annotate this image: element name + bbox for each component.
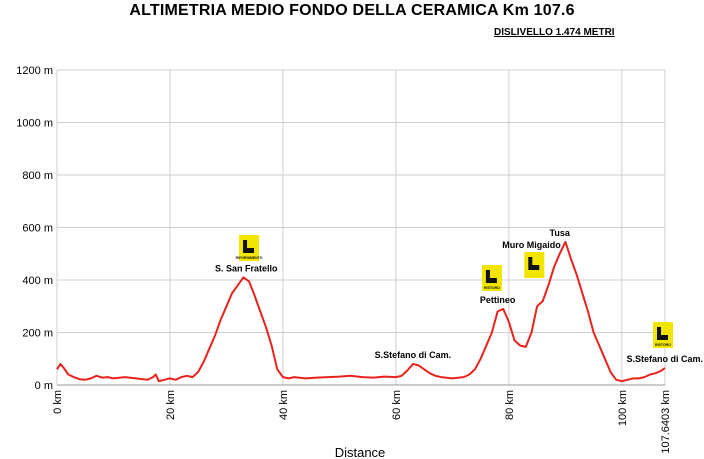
line-layer xyxy=(56,240,666,383)
x-tick-label: 60 km xyxy=(391,390,403,420)
y-tick-label: 1000 m xyxy=(16,118,53,130)
icon-glyph xyxy=(243,240,255,253)
icon-caption: RIFORNIMENTO xyxy=(236,256,263,260)
x-tick-label: 100 km xyxy=(617,390,629,426)
y-tick-label: 200 m xyxy=(22,328,53,340)
annotation-label: S.Stefano di Cam. xyxy=(626,354,703,364)
y-tick-label: 800 m xyxy=(22,170,53,182)
axes-layer: 0 m 200 m 400 m 600 m 800 m 1000 m 1200 m 0 km 2… xyxy=(16,65,672,454)
y-tick-label: 600 m xyxy=(22,223,53,235)
page-subtitle: DISLIVELLO 1.474 METRI xyxy=(494,27,615,38)
elevation-line xyxy=(56,240,666,383)
annotation-label: S. San Fratello xyxy=(215,263,278,273)
annotation-label: Pettineo xyxy=(480,295,516,305)
grid-layer xyxy=(56,69,666,386)
ristoro-icon: RISTORO xyxy=(653,322,673,348)
annotation-label: Muro Migaido xyxy=(502,240,561,250)
icons-layer: RIFORNIMENTO RISTORO RISTORO xyxy=(236,235,673,348)
x-tick-label: 40 km xyxy=(278,390,290,420)
annotation-label: Tusa xyxy=(550,228,571,238)
ristoro-icon xyxy=(524,252,545,278)
annotations-layer: S. San Fratello S.Stefano di Cam. Pettineo… xyxy=(215,228,703,364)
x-tick-label: 107.6403 km xyxy=(660,390,672,454)
icon-glyph xyxy=(528,257,540,270)
x-tick-label: 20 km xyxy=(165,390,177,420)
annotation-label: S.Stefano di Cam. xyxy=(375,350,452,360)
x-tick-label: 80 km xyxy=(504,390,516,420)
x-axis-label: Distance xyxy=(335,445,386,459)
icon-caption: RISTORO xyxy=(484,286,500,290)
y-tick-label: 0 m xyxy=(35,380,53,392)
icon-glyph xyxy=(657,327,668,340)
ristoro-icon: RISTORO xyxy=(481,265,502,291)
icon-caption: RISTORO xyxy=(655,343,671,347)
ristoro-icon: RIFORNIMENTO xyxy=(236,235,263,261)
y-tick-label: 400 m xyxy=(22,275,53,287)
y-tick-label: 1200 m xyxy=(16,65,53,77)
page-title: ALTIMETRIA MEDIO FONDO DELLA CERAMICA Km… xyxy=(129,2,575,19)
x-tick-label: 0 km xyxy=(52,390,64,414)
icon-glyph xyxy=(485,270,497,283)
